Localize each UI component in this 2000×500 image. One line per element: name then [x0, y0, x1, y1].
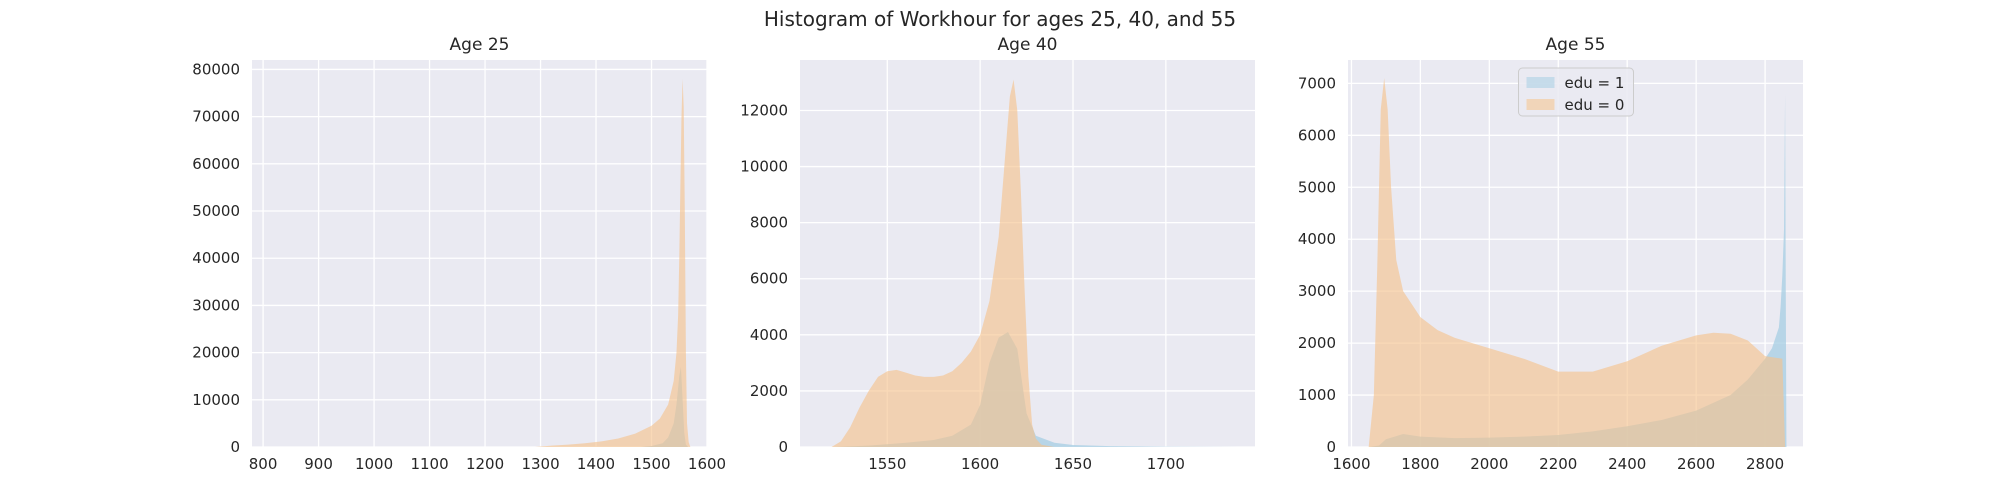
y-tick-label: 4000: [750, 326, 788, 344]
x-tick-label: 900: [304, 455, 333, 473]
y-tick-label: 10000: [740, 158, 788, 176]
x-tick-label: 1300: [521, 455, 559, 473]
legend-label: edu = 0: [1565, 96, 1625, 114]
y-tick-label: 2000: [1298, 334, 1336, 352]
x-tick-label: 2200: [1539, 455, 1577, 473]
y-tick-label: 7000: [1298, 74, 1336, 92]
subplot-title: Age 55: [1546, 35, 1606, 55]
y-tick-label: 0: [230, 438, 240, 456]
x-tick-label: 1800: [1401, 455, 1439, 473]
x-tick-label: 1000: [355, 455, 393, 473]
y-tick-label: 2000: [750, 382, 788, 400]
subplot-title: Age 40: [998, 35, 1058, 55]
x-tick-label: 1550: [868, 455, 906, 473]
legend-swatch: [1526, 99, 1555, 110]
subplot-2: Age 40 1550 1600 1650 1700 0 2000 4000 6000 8000 1…: [740, 35, 1255, 473]
x-tick-label: 1500: [632, 455, 670, 473]
y-tick-label: 8000: [750, 214, 788, 232]
y-tick-label: 12000: [740, 101, 788, 119]
subplot-1: Age 25 800 900 1000 1100 1200 1300 1400 1500 1600…: [192, 35, 726, 473]
y-tick-label: 5000: [1298, 178, 1336, 196]
y-tick-label: 80000: [192, 60, 240, 78]
x-tick-label: 1650: [1054, 455, 1092, 473]
y-tick-label: 6000: [1298, 126, 1336, 144]
x-tick-label: 2800: [1746, 455, 1784, 473]
x-tick-label: 1600: [961, 455, 999, 473]
y-tick-label: 40000: [192, 249, 240, 267]
x-tick-label: 1100: [410, 455, 448, 473]
legend: edu = 1 edu = 0: [1518, 67, 1634, 117]
x-tick-label: 1700: [1147, 455, 1185, 473]
y-tick-label: 70000: [192, 108, 240, 126]
legend-swatch: [1526, 77, 1555, 88]
x-tick-label: 1200: [466, 455, 504, 473]
y-tick-label: 4000: [1298, 230, 1336, 248]
y-tick-label: 60000: [192, 155, 240, 173]
histogram-area-edu-0: [534, 78, 691, 447]
plot-area: [252, 60, 707, 447]
subplot-title: Age 25: [450, 35, 510, 55]
x-tick-label: 2400: [1608, 455, 1646, 473]
x-tick-label: 1600: [688, 455, 726, 473]
y-tick-label: 6000: [750, 270, 788, 288]
x-tick-label: 1400: [577, 455, 615, 473]
histogram-area-edu-0: [831, 79, 1055, 447]
y-tick-label: 10000: [192, 391, 240, 409]
x-tick-label: 2600: [1677, 455, 1715, 473]
x-tick-label: 800: [249, 455, 278, 473]
y-tick-label: 20000: [192, 344, 240, 362]
figure-title: Histogram of Workhour for ages 25, 40, a…: [764, 7, 1236, 31]
y-tick-label: 1000: [1298, 386, 1336, 404]
histogram-area-edu-0: [1368, 78, 1786, 447]
x-tick-label: 2000: [1470, 455, 1508, 473]
y-tick-label: 30000: [192, 296, 240, 314]
legend-label: edu = 1: [1565, 74, 1625, 92]
subplots-container: Age 25 800 900 1000 1100 1200 1300 1400 1500 1600…: [192, 35, 1803, 473]
y-tick-label: 50000: [192, 202, 240, 220]
x-tick-label: 1600: [1332, 455, 1370, 473]
subplot-3: Age 55 1600 1800 2000 2200 2400 2600 2800 0 1000 2…: [1298, 35, 1803, 473]
y-tick-label: 0: [778, 438, 788, 456]
y-tick-label: 3000: [1298, 282, 1336, 300]
y-tick-label: 0: [1326, 438, 1336, 456]
